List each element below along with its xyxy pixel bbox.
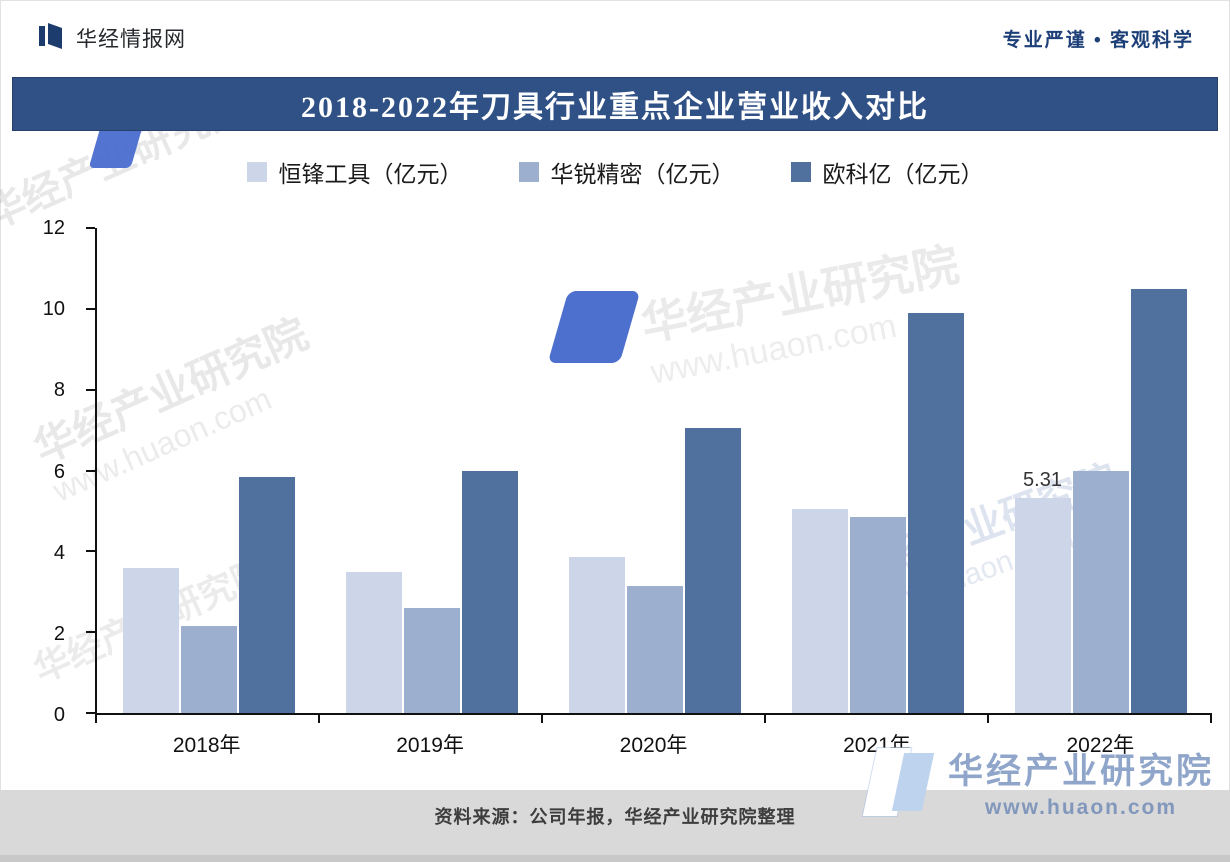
bar-华锐精密（亿元）-2019年 (403, 607, 460, 713)
bar-华锐精密（亿元）-2020年 (626, 585, 683, 713)
header-slogan: 专业严谨 • 客观科学 (1002, 29, 1194, 51)
x-axis-label: 2022年 (1066, 734, 1135, 757)
bar-欧科亿（亿元）-2020年 (684, 428, 741, 713)
bar-group-2019年 (320, 228, 543, 713)
y-tick-label: 2 (53, 622, 65, 645)
legend-item: 恒锋工具（亿元） (246, 155, 463, 189)
legend-swatch (246, 162, 267, 182)
legend: 恒锋工具（亿元） 华锐精密（亿元） 欧科亿（亿元） (0, 150, 1230, 194)
bar-恒锋工具（亿元）-2021年 (791, 508, 848, 713)
x-tick-mark (95, 715, 97, 723)
bar-chart: 0 2 4 6 8 10 12 5.31 2018年 2019年 2020年 2021年 2022年 (43, 217, 1212, 757)
y-tick-label: 6 (53, 460, 65, 483)
y-tick-mark (86, 712, 95, 714)
y-tick-mark (86, 469, 95, 472)
brand-name: 华经情报网 (76, 28, 186, 51)
huajing-logo-icon (36, 20, 66, 57)
bar-华锐精密（亿元）-2021年 (849, 516, 906, 713)
header: 华经情报网 专业严谨 • 客观科学 (0, 0, 1230, 76)
y-tick-mark (86, 227, 95, 229)
legend-swatch (518, 162, 539, 182)
y-tick-mark (86, 550, 95, 553)
bar-恒锋工具（亿元）-2019年 (345, 571, 402, 713)
bar-恒锋工具（亿元）-2020年 (568, 557, 625, 713)
bar-欧科亿（亿元）-2018年 (238, 476, 295, 713)
legend-label: 华锐精密（亿元） (550, 161, 735, 187)
bar-欧科亿（亿元）-2019年 (461, 470, 518, 713)
bar-group-2018年 (97, 228, 320, 713)
x-tick-mark (764, 715, 766, 723)
brand: 华经情报网 (36, 20, 186, 57)
x-tick-mark (987, 715, 989, 723)
footer-band: 资料来源：公司年报，华经产业研究院整理 (0, 790, 1230, 862)
x-axis-label: 2018年 (172, 734, 241, 757)
bar-恒锋工具（亿元）-2018年 (122, 567, 179, 713)
title-banner: 2018-2022年刀具行业重点企业营业收入对比 (12, 77, 1218, 131)
y-tick-label: 12 (42, 217, 65, 239)
x-axis-label: 2020年 (619, 734, 688, 757)
bar-华锐精密（亿元）-2022年 (1072, 470, 1129, 713)
plot-area: 5.31 (86, 227, 1212, 723)
x-axis-labels: 2018年 2019年 2020年 2021年 2022年 (95, 729, 1212, 759)
y-tick-label: 0 (53, 704, 65, 726)
legend-label: 恒锋工具（亿元） (278, 161, 463, 187)
bar-欧科亿（亿元）-2021年 (907, 312, 964, 713)
bar-group-2020年 (543, 228, 766, 713)
legend-label: 欧科亿（亿元） (822, 161, 984, 187)
y-tick-label: 8 (53, 379, 65, 402)
x-tick-mark (541, 715, 543, 723)
y-tick-mark (86, 307, 95, 310)
bar-华锐精密（亿元）-2018年 (180, 626, 237, 713)
y-axis-labels: 0 2 4 6 8 10 12 (23, 217, 77, 726)
source-note: 资料来源：公司年报，华经产业研究院整理 (434, 807, 796, 827)
legend-item: 华锐精密（亿元） (518, 155, 735, 189)
bar-group-2021年 (766, 228, 989, 713)
bar-恒锋工具（亿元）-2022年: 5.31 (1014, 469, 1071, 713)
bar-group-2022年: 5.31 (989, 228, 1212, 713)
x-tick-mark (1210, 715, 1212, 723)
x-tick-mark (318, 715, 320, 723)
x-axis-label: 2019年 (396, 734, 464, 757)
y-tick-label: 10 (42, 298, 65, 321)
x-axis-label: 2021年 (843, 734, 911, 757)
legend-swatch (790, 162, 811, 182)
y-tick-mark (86, 388, 95, 391)
chart-title: 2018-2022年刀具行业重点企业营业收入对比 (301, 91, 929, 124)
bar-value-label: 5.31 (1023, 469, 1062, 492)
y-tick-mark (86, 631, 95, 634)
y-tick-label: 4 (53, 541, 65, 564)
legend-item: 欧科亿（亿元） (790, 155, 984, 189)
x-axis-ticks (95, 715, 1212, 723)
bar-欧科亿（亿元）-2022年 (1130, 288, 1187, 713)
